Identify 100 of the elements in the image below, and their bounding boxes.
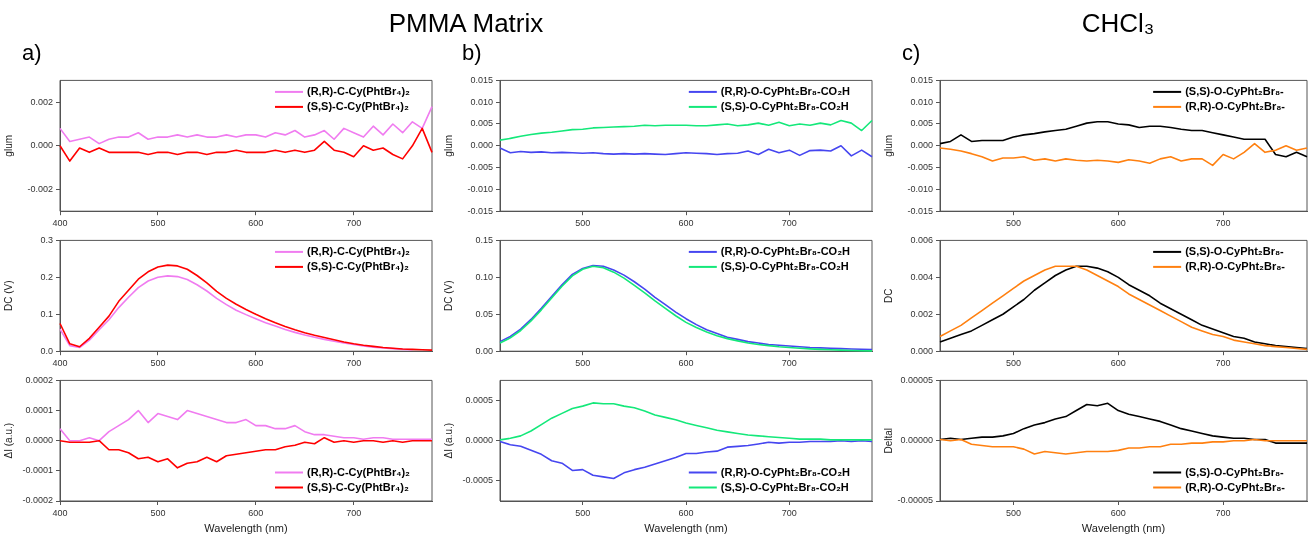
x-tick-label: 600 [1110, 507, 1126, 518]
y-tick-label: 0.015 [470, 74, 493, 85]
y-tick-label: 0.002 [910, 308, 933, 319]
y-tick-label: 0.1 [40, 308, 53, 319]
y-tick-label: 0.005 [470, 118, 493, 129]
text: CHCl₃ [1080, 8, 1156, 38]
legend-label: (S,S)-O-CyPht₂Br₈- [1185, 244, 1285, 257]
x-axis-title: Wavelength (nm) [204, 522, 288, 535]
y-axis-title: glum [2, 134, 14, 157]
legend-label: (S,S)-C-Cy(PhtBr₄)₂ [307, 259, 409, 272]
y-tick-label: 0.00005 [900, 374, 933, 385]
y-axis-title: DC (V) [442, 280, 454, 312]
legend-label: (S,S)-C-Cy(PhtBr₄)₂ [307, 99, 409, 112]
y-tick-label: 0.00000 [900, 435, 933, 446]
y-axis-title: glum [442, 134, 454, 157]
y-axis-title: DC [882, 288, 894, 304]
legend-label: (S,S)-O-CyPht₂Br₈-CO₂H [720, 480, 849, 493]
x-tick-label: 500 [575, 507, 591, 518]
legend-label: (R,R)-O-CyPht₂Br₈- [1185, 259, 1286, 272]
x-tick-label: 400 [52, 358, 68, 369]
y-tick-label: -0.005 [467, 162, 493, 173]
y-tick-label: 0.015 [910, 74, 933, 85]
y-tick-label: 0.000 [910, 345, 933, 356]
legend-label: (R,R)-C-Cy(PhtBr₄)₂ [307, 84, 411, 97]
x-tick-label: 500 [150, 507, 166, 518]
y-tick-label: -0.010 [467, 183, 493, 194]
y-axis-title: ΔI (a.u.) [2, 422, 14, 459]
y-tick-label: 0.000 [910, 140, 933, 151]
y-tick-label: -0.0002 [22, 495, 53, 506]
x-tick-label: 700 [346, 507, 362, 518]
x-tick-label: 700 [346, 358, 362, 369]
chart-title: a) [22, 40, 42, 66]
x-tick-label: 700 [781, 507, 797, 518]
x-tick-label: 600 [248, 218, 264, 229]
chart-title: b) [462, 40, 482, 66]
x-tick-label: 600 [1110, 218, 1126, 229]
legend-label: (S,S)-O-CyPht₂Br₈-CO₂H [720, 259, 849, 272]
x-tick-label: 500 [1005, 218, 1021, 229]
legend-label: (R,R)-C-Cy(PhtBr₄)₂ [307, 244, 411, 257]
x-tick-label: 500 [1005, 358, 1021, 369]
y-tick-label: 0.0001 [25, 405, 53, 416]
y-tick-label: 0.006 [910, 234, 933, 245]
y-tick-label: 0.10 [475, 271, 493, 282]
x-tick-label: 500 [1005, 507, 1021, 518]
legend-label: (R,R)-O-CyPht₂Br₈- [1185, 99, 1286, 112]
x-tick-label: 600 [678, 358, 694, 369]
legend-label: (R,R)-O-CyPht₂Br₈-CO₂H [720, 84, 851, 97]
chart-title: c) [902, 40, 921, 66]
y-tick-label: 0.2 [40, 271, 53, 282]
x-tick-label: 500 [575, 218, 591, 229]
x-tick-label: 500 [150, 358, 166, 369]
x-tick-label: 700 [781, 358, 797, 369]
x-tick-label: 700 [1215, 507, 1231, 518]
x-tick-label: 600 [248, 358, 264, 369]
x-tick-label: 400 [52, 218, 68, 229]
y-tick-label: 0.15 [475, 234, 493, 245]
legend-label: (R,R)-O-CyPht₂Br₈-CO₂H [720, 244, 851, 257]
x-tick-label: 400 [52, 507, 68, 518]
y-tick-label: -0.0005 [462, 475, 493, 486]
x-tick-label: 500 [575, 358, 591, 369]
y-tick-label: 0.002 [30, 96, 53, 107]
x-tick-label: 700 [781, 218, 797, 229]
x-axis-title: Wavelength (nm) [644, 522, 728, 535]
y-tick-label: 0.0002 [25, 374, 53, 385]
y-tick-label: 0.005 [910, 118, 933, 129]
legend-label: (R,R)-C-Cy(PhtBr₄)₂ [307, 465, 411, 478]
y-tick-label: -0.00005 [897, 495, 933, 506]
x-tick-label: 700 [1215, 358, 1231, 369]
text: PMMA Matrix [387, 8, 545, 38]
y-tick-label: 0.010 [470, 96, 493, 107]
y-tick-label: 0.05 [475, 308, 493, 319]
y-tick-label: 0.000 [470, 140, 493, 151]
y-tick-label: 0.000 [30, 140, 53, 151]
y-tick-label: -0.005 [907, 162, 933, 173]
y-axis-title: Deltal [882, 427, 894, 454]
y-tick-label: 0.0000 [25, 435, 53, 446]
x-axis-title: Wavelength (nm) [1081, 522, 1166, 535]
y-tick-label: -0.002 [27, 183, 53, 194]
y-tick-label: 0.00 [475, 345, 493, 356]
x-tick-label: 500 [150, 218, 166, 229]
x-tick-label: 600 [678, 507, 694, 518]
y-tick-label: -0.015 [907, 205, 933, 216]
legend-label: (S,S)-C-Cy(PhtBr₄)₂ [307, 480, 409, 493]
y-tick-label: 0.0000 [465, 435, 493, 446]
legend-label: (S,S)-O-CyPht₂Br₈-CO₂H [720, 99, 849, 112]
y-tick-label: 0.0 [40, 345, 53, 356]
legend-label: (R,R)-O-CyPht₂Br₈- [1185, 480, 1286, 493]
y-tick-label: -0.0001 [22, 465, 53, 476]
y-tick-label: 0.0005 [465, 394, 493, 405]
y-axis-title: DC (V) [2, 280, 14, 312]
legend-label: (S,S)-O-CyPht₂Br₈- [1185, 84, 1285, 97]
legend-label: (S,S)-O-CyPht₂Br₈- [1185, 465, 1285, 478]
y-tick-label: 0.010 [910, 96, 933, 107]
x-tick-label: 700 [1215, 218, 1231, 229]
y-tick-label: 0.004 [910, 271, 933, 282]
y-tick-label: -0.010 [907, 183, 933, 194]
x-tick-label: 600 [248, 507, 264, 518]
y-axis-title: ΔI (a.u.) [442, 422, 454, 459]
y-tick-label: 0.3 [40, 234, 53, 245]
y-tick-label: -0.015 [467, 205, 493, 216]
